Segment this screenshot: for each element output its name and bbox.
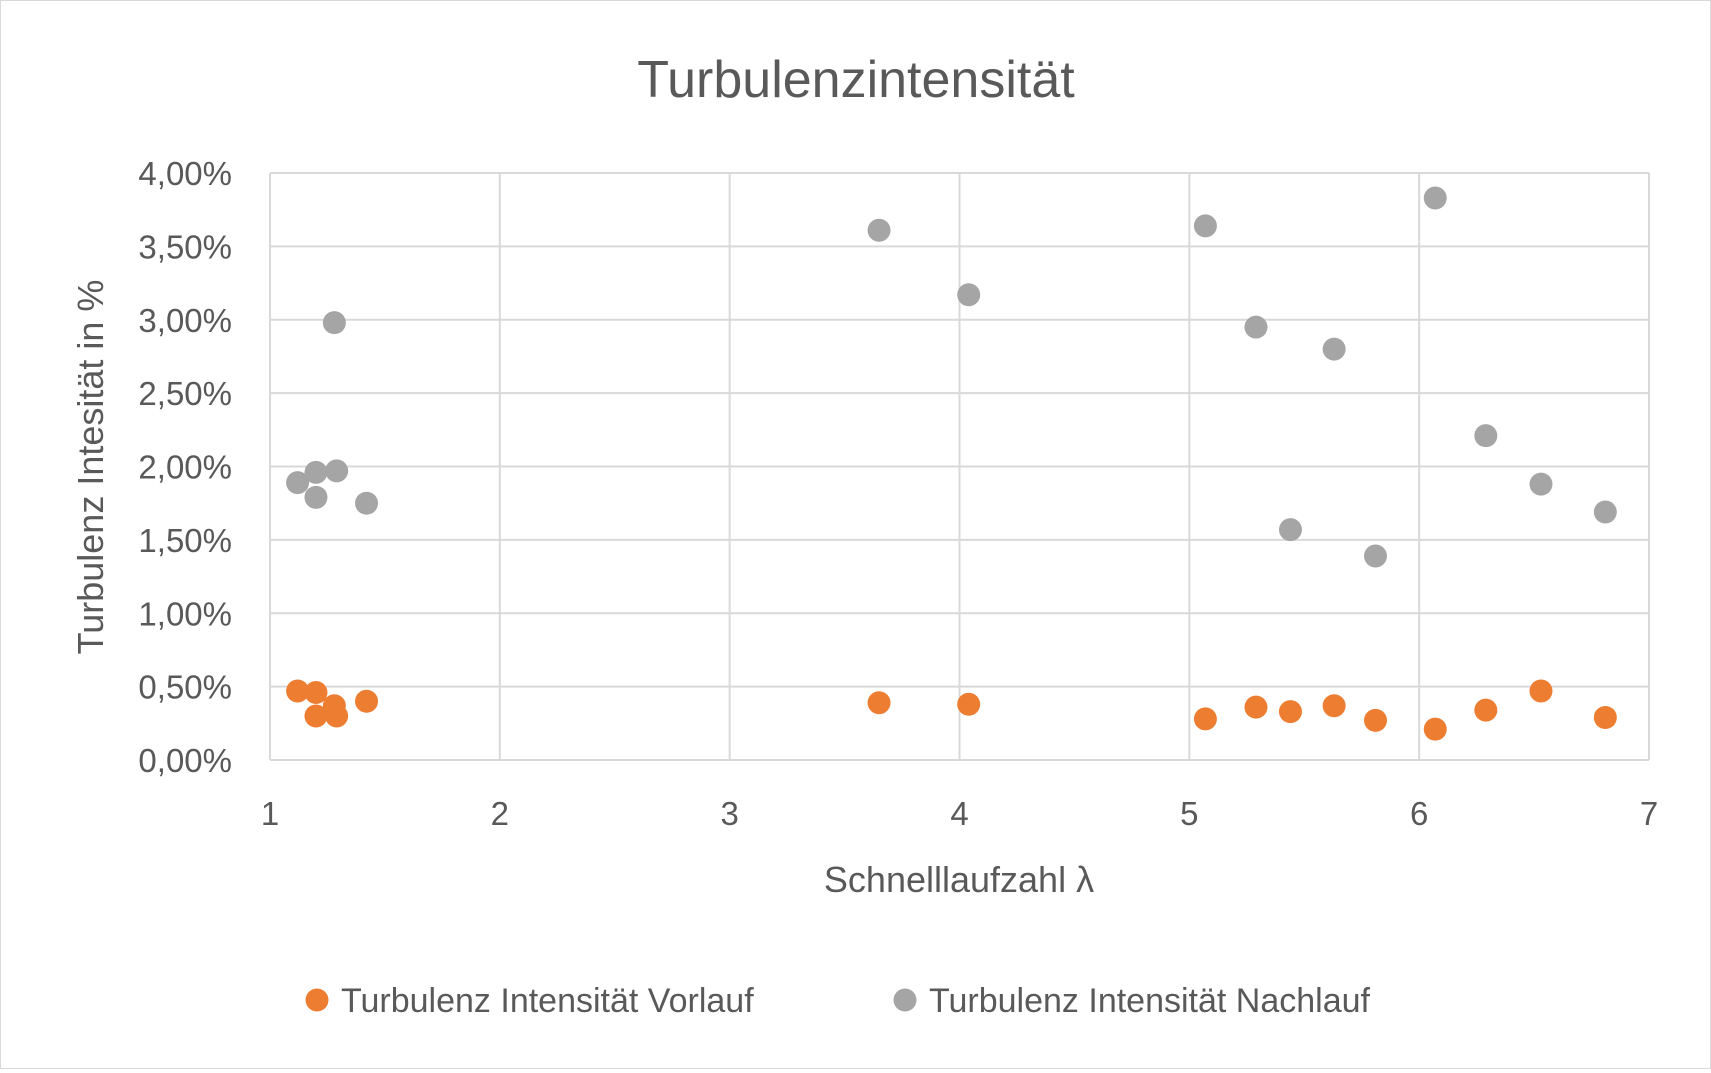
data-point-series-1 xyxy=(1593,705,1617,729)
data-point-series-2 xyxy=(325,459,349,483)
y-axis-label: Turbulenz Intesität in % xyxy=(70,280,111,655)
y-tick-label: 4,00% xyxy=(138,155,232,192)
data-point-series-1 xyxy=(325,704,349,728)
chart-title: Turbulenzintensität xyxy=(637,51,1075,109)
y-tick-label: 3,00% xyxy=(138,302,232,339)
y-tick-label: 2,00% xyxy=(138,449,232,486)
legend-label: Turbulenz Intensität Nachlauf xyxy=(929,982,1371,1020)
y-axis-ticks: 0,00% 0,50% 1,00% 1,50% 2,00% 2,50% 3,00% 3,50%… xyxy=(138,155,232,779)
data-point-series-2 xyxy=(1278,518,1302,542)
x-tick-label: 2 xyxy=(491,795,509,832)
data-point-series-2 xyxy=(1529,472,1553,496)
x-axis-label: Schnelllaufzahl λ xyxy=(824,859,1094,900)
data-point-series-2 xyxy=(355,491,379,515)
data-point-series-2 xyxy=(322,311,346,335)
data-point-series-2 xyxy=(1593,500,1617,524)
data-point-series-1 xyxy=(304,680,328,704)
data-points xyxy=(286,186,1617,741)
data-point-series-2 xyxy=(1423,186,1447,210)
x-tick-label: 1 xyxy=(261,795,279,832)
data-point-series-2 xyxy=(1244,315,1268,339)
data-point-series-1 xyxy=(1474,698,1498,722)
x-tick-label: 4 xyxy=(950,795,968,832)
legend-marker xyxy=(305,988,329,1012)
legend-label: Turbulenz Intensität Vorlauf xyxy=(341,982,754,1020)
y-tick-label: 2,50% xyxy=(138,375,232,412)
y-tick-label: 1,50% xyxy=(138,522,232,559)
x-tick-label: 5 xyxy=(1180,795,1198,832)
data-point-series-1 xyxy=(1529,679,1553,703)
legend: Turbulenz Intensität Vorlauf Turbulenz In… xyxy=(305,982,1371,1020)
y-tick-label: 1,00% xyxy=(138,595,232,632)
data-point-series-1 xyxy=(1363,708,1387,732)
x-tick-label: 3 xyxy=(720,795,738,832)
data-point-series-1 xyxy=(1244,695,1268,719)
legend-item: Turbulenz Intensität Nachlauf xyxy=(893,982,1371,1020)
y-tick-label: 3,50% xyxy=(138,228,232,265)
data-point-series-1 xyxy=(867,691,891,715)
data-point-series-1 xyxy=(1193,707,1217,731)
data-point-series-2 xyxy=(867,218,891,242)
data-point-series-1 xyxy=(304,704,328,728)
data-point-series-2 xyxy=(286,471,310,495)
legend-marker xyxy=(893,988,917,1012)
data-point-series-1 xyxy=(355,689,379,713)
data-point-series-1 xyxy=(957,692,981,716)
data-point-series-2 xyxy=(1363,544,1387,568)
y-tick-label: 0,00% xyxy=(138,742,232,779)
data-point-series-2 xyxy=(1193,214,1217,238)
data-point-series-2 xyxy=(304,460,328,484)
data-point-series-1 xyxy=(1278,700,1302,724)
data-point-series-1 xyxy=(1322,694,1346,718)
data-point-series-1 xyxy=(1423,717,1447,741)
x-tick-label: 7 xyxy=(1640,795,1658,832)
data-point-series-1 xyxy=(286,679,310,703)
data-point-series-2 xyxy=(957,283,981,307)
x-axis-ticks: 1 2 3 4 5 6 7 xyxy=(261,795,1658,832)
data-point-series-2 xyxy=(304,485,328,509)
y-tick-label: 0,50% xyxy=(138,669,232,706)
data-point-series-2 xyxy=(1474,424,1498,448)
x-tick-label: 6 xyxy=(1410,795,1428,832)
data-point-series-2 xyxy=(1322,337,1346,361)
gridlines xyxy=(269,172,1650,761)
legend-item: Turbulenz Intensität Vorlauf xyxy=(305,982,754,1020)
